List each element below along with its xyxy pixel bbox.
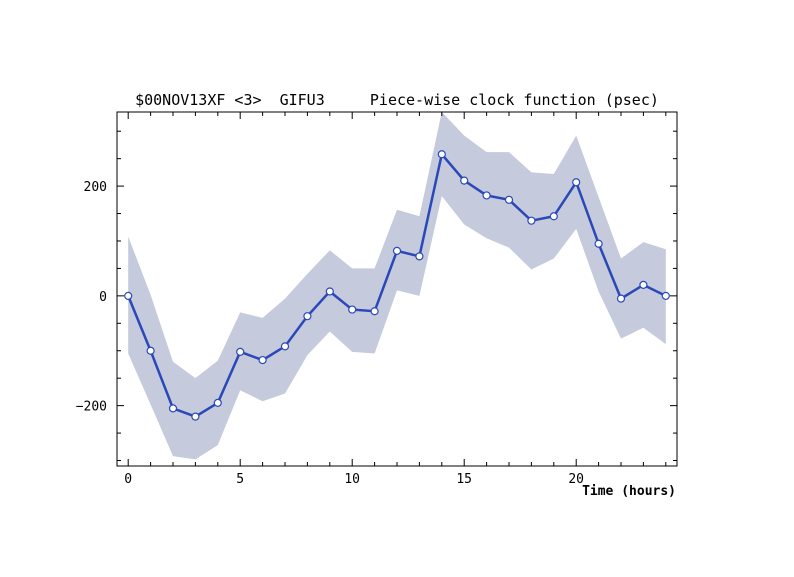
data-point bbox=[527, 216, 536, 225]
data-point bbox=[549, 212, 558, 221]
data-point bbox=[168, 404, 178, 413]
data-point bbox=[661, 291, 670, 300]
data-point bbox=[303, 312, 312, 321]
data-point bbox=[616, 294, 626, 303]
data-point bbox=[370, 307, 379, 316]
data-point bbox=[348, 305, 357, 314]
x-tick-label: 5 bbox=[236, 472, 244, 487]
data-point-layer bbox=[124, 150, 670, 421]
data-point bbox=[124, 291, 133, 300]
data-point bbox=[146, 346, 155, 355]
data-point bbox=[415, 252, 424, 261]
data-point bbox=[572, 178, 581, 187]
data-point bbox=[639, 280, 648, 289]
data-point bbox=[392, 246, 402, 255]
y-tick-label: 200 bbox=[84, 180, 107, 195]
uncertainty-band bbox=[128, 112, 666, 460]
data-point bbox=[504, 195, 514, 204]
data-point bbox=[482, 191, 491, 200]
x-tick-label: 0 bbox=[124, 472, 132, 487]
data-point bbox=[258, 355, 267, 365]
uncertainty-band-layer bbox=[128, 112, 666, 460]
y-tick-label: −200 bbox=[76, 400, 107, 415]
data-point bbox=[213, 398, 222, 407]
x-tick-label: 15 bbox=[456, 472, 472, 487]
data-point bbox=[325, 287, 334, 296]
y-tick-label: 0 bbox=[99, 290, 107, 305]
data-point bbox=[280, 342, 290, 351]
chart-title: $00NOV13XF <3> GIFU3 Piece-wise clock fu… bbox=[135, 91, 659, 109]
x-tick-label: 10 bbox=[344, 472, 360, 487]
data-point bbox=[236, 347, 245, 356]
x-tick-label: 20 bbox=[568, 472, 584, 487]
data-point bbox=[437, 150, 446, 159]
data-point bbox=[594, 239, 603, 248]
data-point bbox=[460, 176, 469, 185]
data-point bbox=[191, 412, 200, 421]
axis-ticks-layer: 0 5 10 15 20 −200 0 200 bbox=[76, 112, 677, 487]
x-axis-label: Time (hours) bbox=[582, 484, 676, 499]
